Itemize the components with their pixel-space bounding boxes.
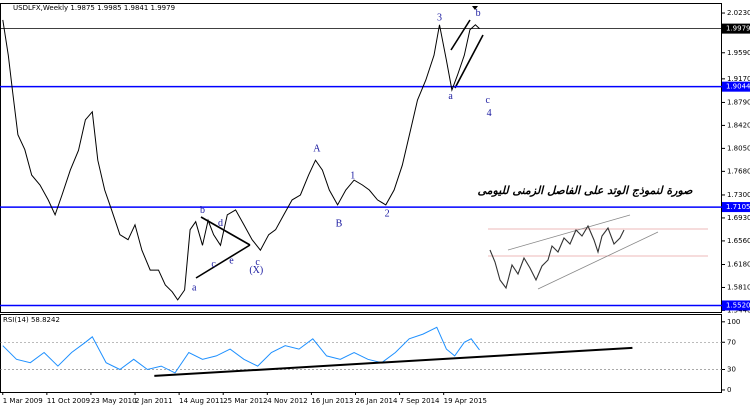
y-tick-label: 1.7680	[727, 167, 750, 175]
level-label: 1.5520	[726, 301, 750, 309]
x-tick-label: 25 Mar 2012	[223, 397, 267, 405]
y-tick-label: 2.0230	[727, 9, 750, 17]
y-tick-label: 0	[727, 386, 731, 394]
y-tick-label: 70	[727, 338, 736, 346]
channel-line	[450, 19, 471, 51]
y-tick-label: 30	[727, 366, 736, 374]
y-tick-label: 100	[727, 318, 740, 326]
triangle-line	[200, 216, 251, 246]
x-tick-label: 2 Jan 2011	[135, 397, 173, 405]
x-tick-label: 14 Aug 2011	[179, 397, 224, 405]
inset-price	[489, 224, 625, 290]
y-tick-label: 1.6560	[727, 237, 750, 245]
level-box	[722, 81, 750, 92]
wave-label: b	[476, 8, 481, 19]
wave-label: 1	[350, 171, 355, 182]
x-tick-label: 26 Jan 2014	[355, 397, 398, 405]
wave-label: c	[486, 95, 491, 106]
inset-image	[488, 214, 710, 292]
level-box	[722, 300, 750, 311]
y-tick-label: 1.9170	[727, 75, 750, 83]
level-box	[722, 23, 750, 34]
wave-label: a	[448, 91, 453, 102]
channel-line	[454, 34, 484, 89]
wave-drawings	[195, 19, 484, 279]
x-tick-label: 4 Nov 2012	[267, 397, 307, 405]
wave-label: c	[255, 257, 260, 268]
x-tick-label: 16 Jun 2013	[311, 397, 353, 405]
x-tick-label: 11 Oct 2009	[47, 397, 90, 405]
y-tick-label: 1.7300	[727, 191, 750, 199]
y-tick-label: 1.8050	[727, 144, 750, 152]
x-tick-label: 1 Mar 2009	[3, 397, 43, 405]
trendline	[154, 346, 633, 377]
wave-label: e	[229, 256, 234, 267]
note: صورة لنموذج الوتد على الفاصل الزمنى لليو…	[478, 184, 694, 197]
price-line	[2, 19, 480, 301]
x-tick-label: 23 May 2010	[91, 397, 137, 405]
wave-label: 4	[487, 108, 492, 119]
level-label: 1.7105	[726, 203, 750, 211]
level-label: 1.9979	[726, 25, 750, 33]
level-box	[722, 202, 750, 213]
inset-channel	[507, 214, 631, 251]
rsi-panel	[0, 314, 722, 393]
y-tick-label: 1.8790	[727, 98, 750, 106]
y-tick-label: 1.6180	[727, 261, 750, 269]
price-panel	[0, 3, 722, 313]
x-tick-label: 19 Apr 2015	[444, 397, 487, 405]
chart-title: USDLFX,Weekly 1.9875 1.9985 1.9841 1.997…	[13, 4, 175, 12]
level-label: 1.9044	[726, 83, 750, 91]
inset-channel	[537, 231, 659, 290]
y-tick-label: 1.6930	[727, 214, 750, 222]
wave-label: 2	[385, 209, 390, 220]
y-tick-label: 1.9590	[727, 49, 750, 57]
triangle-line	[195, 244, 251, 279]
wave-label: d	[218, 218, 223, 229]
x-tick-label: 7 Sep 2014	[400, 397, 440, 405]
wave-label: B	[336, 218, 343, 229]
wave-label: A	[313, 143, 321, 154]
y-tick-label: 1.5810	[727, 283, 750, 291]
wave-label: c	[211, 259, 216, 270]
y-tick-label: 1.8420	[727, 121, 750, 129]
wave-label: a	[192, 282, 197, 293]
rsi-title: RSI(14) 58.8242	[3, 316, 60, 324]
inset-frame	[488, 215, 710, 292]
wave-label: 3	[437, 12, 442, 23]
last-bar-marker	[472, 6, 478, 10]
wave-label: (X)	[249, 265, 263, 276]
price-line	[2, 326, 480, 374]
wave-label: b	[200, 205, 205, 216]
